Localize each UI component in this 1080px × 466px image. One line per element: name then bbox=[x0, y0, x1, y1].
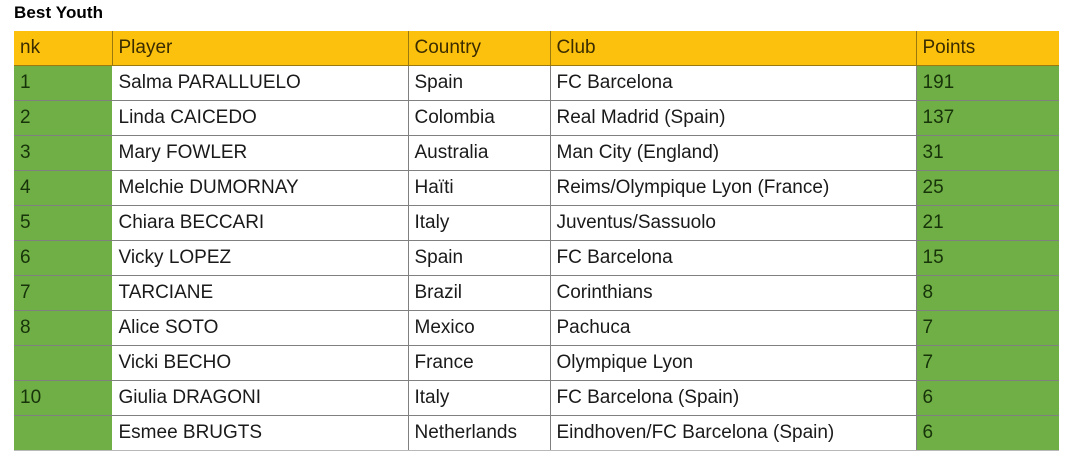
cell-player[interactable]: Giulia DRAGONI bbox=[112, 380, 409, 416]
cell-points[interactable]: 6 bbox=[916, 380, 1059, 416]
cell-club[interactable]: Olympique Lyon bbox=[550, 345, 917, 381]
cell-rank[interactable]: 3 bbox=[14, 135, 113, 171]
cell-points[interactable]: 31 bbox=[916, 135, 1059, 171]
cell-player[interactable]: TARCIANE bbox=[112, 275, 409, 311]
cell-points[interactable]: 7 bbox=[916, 345, 1059, 381]
cell-points[interactable]: 191 bbox=[916, 65, 1059, 101]
cell-player[interactable]: Mary FOWLER bbox=[112, 135, 409, 171]
cell-country[interactable]: Spain bbox=[408, 240, 551, 276]
cell-points[interactable]: 6 bbox=[916, 415, 1059, 451]
cell-country[interactable]: Italy bbox=[408, 380, 551, 416]
cell-points[interactable]: 137 bbox=[916, 100, 1059, 136]
cell-rank[interactable] bbox=[14, 345, 113, 381]
cell-rank[interactable]: 10 bbox=[14, 380, 113, 416]
page-title: Best Youth bbox=[14, 3, 104, 22]
cell-country[interactable]: Netherlands bbox=[408, 415, 551, 451]
cell-player[interactable]: Esmee BRUGTS bbox=[112, 415, 409, 451]
table-header: nk Player Country Club Points bbox=[14, 31, 1059, 66]
cell-player[interactable]: Chiara BECCARI bbox=[112, 205, 409, 241]
column-header-points[interactable]: Points bbox=[916, 31, 1059, 66]
cell-country[interactable]: France bbox=[408, 345, 551, 381]
cell-rank[interactable]: 4 bbox=[14, 170, 113, 206]
cell-points[interactable]: 15 bbox=[916, 240, 1059, 276]
cell-points[interactable]: 25 bbox=[916, 170, 1059, 206]
table-row[interactable]: 5 Chiara BECCARI Italy Juventus/Sassuolo 21 bbox=[14, 205, 1059, 241]
cell-country[interactable]: Brazil bbox=[408, 275, 551, 311]
cell-country[interactable]: Mexico bbox=[408, 310, 551, 346]
cell-player[interactable]: Melchie DUMORNAY bbox=[112, 170, 409, 206]
cell-country[interactable]: Australia bbox=[408, 135, 551, 171]
cell-club[interactable]: Man City (England) bbox=[550, 135, 917, 171]
table-row[interactable]: 2 Linda CAICEDO Colombia Real Madrid (Spain… bbox=[14, 100, 1059, 136]
cell-rank[interactable]: 8 bbox=[14, 310, 113, 346]
cell-player[interactable]: Vicki BECHO bbox=[112, 345, 409, 381]
column-header-club[interactable]: Club bbox=[550, 31, 917, 66]
cell-rank[interactable]: 1 bbox=[14, 65, 113, 101]
table-row[interactable]: 7 TARCIANE Brazil Corinthians 8 bbox=[14, 275, 1059, 311]
column-header-rank[interactable]: nk bbox=[14, 31, 113, 66]
cell-club[interactable]: Pachuca bbox=[550, 310, 917, 346]
table-row[interactable]: 4 Melchie DUMORNAY Haïti Reims/Olympique Ly… bbox=[14, 170, 1059, 206]
table-row[interactable]: Esmee BRUGTS Netherlands Eindhoven/FC Barc… bbox=[14, 415, 1059, 451]
cell-country[interactable]: Haïti bbox=[408, 170, 551, 206]
cell-club[interactable]: Juventus/Sassuolo bbox=[550, 205, 917, 241]
cell-country[interactable]: Italy bbox=[408, 205, 551, 241]
cell-player[interactable]: Linda CAICEDO bbox=[112, 100, 409, 136]
table-row[interactable]: Vicki BECHO France Olympique Lyon 7 bbox=[14, 345, 1059, 381]
table-row[interactable]: 6 Vicky LOPEZ Spain FC Barcelona 15 bbox=[14, 240, 1059, 276]
cell-club[interactable]: Corinthians bbox=[550, 275, 917, 311]
column-header-player[interactable]: Player bbox=[112, 31, 409, 66]
cell-club[interactable]: FC Barcelona bbox=[550, 65, 917, 101]
cell-club[interactable]: Reims/Olympique Lyon (France) bbox=[550, 170, 917, 206]
cell-points[interactable]: 8 bbox=[916, 275, 1059, 311]
table-header-row: nk Player Country Club Points bbox=[14, 31, 1059, 66]
table-row[interactable]: 1 Salma PARALLUELO Spain FC Barcelona 191 bbox=[14, 65, 1059, 101]
cell-country[interactable]: Colombia bbox=[408, 100, 551, 136]
cell-player[interactable]: Vicky LOPEZ bbox=[112, 240, 409, 276]
ranking-table: nk Player Country Club Points 1 Salma PAR… bbox=[14, 31, 1059, 451]
cell-rank[interactable]: 5 bbox=[14, 205, 113, 241]
table-row[interactable]: 8 Alice SOTO Mexico Pachuca 7 bbox=[14, 310, 1059, 346]
cell-player[interactable]: Salma PARALLUELO bbox=[112, 65, 409, 101]
cell-country[interactable]: Spain bbox=[408, 65, 551, 101]
cell-rank[interactable]: 2 bbox=[14, 100, 113, 136]
cell-rank[interactable]: 6 bbox=[14, 240, 113, 276]
cell-rank[interactable]: 7 bbox=[14, 275, 113, 311]
table-row[interactable]: 10 Giulia DRAGONI Italy FC Barcelona (Spain… bbox=[14, 380, 1059, 416]
cell-club[interactable]: FC Barcelona (Spain) bbox=[550, 380, 917, 416]
cell-club[interactable]: Eindhoven/FC Barcelona (Spain) bbox=[550, 415, 917, 451]
column-header-country[interactable]: Country bbox=[408, 31, 551, 66]
cell-points[interactable]: 21 bbox=[916, 205, 1059, 241]
cell-rank[interactable] bbox=[14, 415, 113, 451]
table-body: 1 Salma PARALLUELO Spain FC Barcelona 191 2 Li… bbox=[14, 65, 1059, 451]
cell-points[interactable]: 7 bbox=[916, 310, 1059, 346]
table-row[interactable]: 3 Mary FOWLER Australia Man City (England) 3… bbox=[14, 135, 1059, 171]
cell-player[interactable]: Alice SOTO bbox=[112, 310, 409, 346]
cell-club[interactable]: FC Barcelona bbox=[550, 240, 917, 276]
cell-club[interactable]: Real Madrid (Spain) bbox=[550, 100, 917, 136]
